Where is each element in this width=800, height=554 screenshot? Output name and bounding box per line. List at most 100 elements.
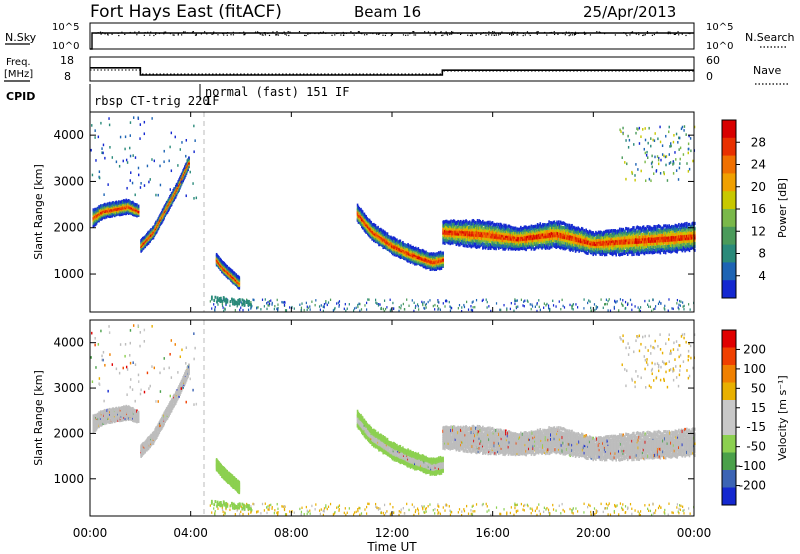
power-cell bbox=[595, 238, 597, 242]
power-cell bbox=[582, 229, 585, 234]
power-cell bbox=[391, 241, 394, 246]
power-cell bbox=[565, 246, 567, 250]
power-cell bbox=[576, 246, 579, 250]
power-cell bbox=[441, 259, 444, 263]
power-cell bbox=[358, 206, 361, 211]
power-cell bbox=[504, 232, 506, 236]
power-cell bbox=[577, 230, 580, 234]
power-cell bbox=[543, 238, 545, 242]
power-cell bbox=[580, 237, 582, 241]
power-cell bbox=[492, 246, 495, 250]
power-cell bbox=[113, 205, 116, 209]
power-cell bbox=[396, 240, 398, 245]
power-cell bbox=[523, 229, 526, 233]
power-cell bbox=[408, 257, 411, 261]
power-cell bbox=[535, 236, 538, 240]
power-cell bbox=[103, 203, 105, 207]
nave-tick-bottom: 0 bbox=[706, 70, 713, 83]
power-cell bbox=[555, 225, 557, 229]
nsky-dot bbox=[353, 34, 355, 36]
power-cell bbox=[491, 221, 494, 225]
power-cell bbox=[164, 205, 166, 210]
power-cell bbox=[568, 226, 571, 230]
power-cell bbox=[488, 239, 490, 243]
power-cell bbox=[512, 235, 515, 239]
power-cell bbox=[358, 210, 361, 214]
power-cell bbox=[527, 228, 529, 232]
power-cell bbox=[445, 225, 448, 229]
power-cell bbox=[583, 238, 586, 242]
power-cell bbox=[580, 244, 583, 248]
power-cell bbox=[428, 252, 431, 256]
power-cell bbox=[476, 235, 479, 240]
power-cell bbox=[378, 243, 380, 247]
power-cell bbox=[544, 242, 547, 246]
power-cell bbox=[444, 234, 447, 238]
power-cell bbox=[363, 212, 366, 216]
power-cell bbox=[530, 231, 533, 236]
power-cell bbox=[408, 254, 410, 258]
power-cell bbox=[409, 255, 412, 259]
power-cell bbox=[467, 230, 470, 234]
power-cell bbox=[510, 239, 512, 243]
power-cell bbox=[425, 264, 427, 268]
power-cell bbox=[391, 246, 394, 251]
power-cell bbox=[474, 233, 476, 237]
power-cell bbox=[459, 222, 462, 227]
power-cell bbox=[554, 236, 557, 240]
power-cell bbox=[449, 237, 451, 241]
power-cell bbox=[538, 238, 541, 242]
power-cell bbox=[481, 234, 483, 238]
power-cell bbox=[449, 220, 451, 224]
power-cell bbox=[473, 219, 475, 223]
power-cell bbox=[368, 234, 371, 238]
nsky-dot bbox=[451, 31, 453, 33]
power-cell bbox=[519, 244, 521, 249]
power-cell bbox=[386, 235, 389, 239]
power-cell bbox=[434, 263, 437, 268]
power-cell bbox=[113, 212, 116, 216]
nsky-dot bbox=[172, 34, 174, 36]
power-cell bbox=[436, 263, 438, 268]
power-cell bbox=[573, 240, 575, 245]
power-cell bbox=[500, 241, 503, 245]
power-cell bbox=[408, 259, 411, 263]
power-cell bbox=[573, 238, 575, 242]
power-cell bbox=[373, 227, 376, 232]
power-cell bbox=[390, 240, 392, 244]
power-cell bbox=[492, 239, 495, 243]
power-cell bbox=[387, 237, 390, 241]
power-cell bbox=[600, 244, 602, 248]
power-cell bbox=[555, 231, 557, 235]
nsky-dot bbox=[449, 33, 451, 36]
power-cell bbox=[470, 225, 473, 229]
power-cell bbox=[442, 262, 444, 266]
power-cell bbox=[401, 245, 403, 250]
power-cell bbox=[423, 265, 426, 269]
power-cell bbox=[473, 236, 475, 240]
power-cell bbox=[440, 262, 443, 266]
power-cell bbox=[572, 237, 574, 242]
power-cell bbox=[562, 246, 565, 251]
power-cell bbox=[428, 257, 431, 261]
power-cell bbox=[581, 247, 584, 251]
power-cell bbox=[379, 241, 382, 246]
power-cell bbox=[487, 225, 489, 229]
nsky-dot bbox=[638, 33, 640, 36]
nsky-dot bbox=[485, 34, 487, 36]
power-cell bbox=[432, 255, 434, 259]
power-cell bbox=[416, 259, 419, 263]
power-cell bbox=[472, 239, 474, 243]
nsky-dot bbox=[304, 34, 306, 37]
power-cell bbox=[396, 238, 398, 242]
power-cell bbox=[569, 229, 572, 233]
power-cell bbox=[378, 237, 380, 241]
power-cell bbox=[538, 244, 541, 248]
power-cell bbox=[550, 245, 553, 249]
power-cell bbox=[460, 230, 463, 234]
power-cell bbox=[459, 222, 461, 226]
power-cell bbox=[398, 242, 401, 246]
power-cell bbox=[530, 234, 533, 238]
power-cell bbox=[475, 245, 478, 249]
power-cell bbox=[421, 263, 424, 267]
